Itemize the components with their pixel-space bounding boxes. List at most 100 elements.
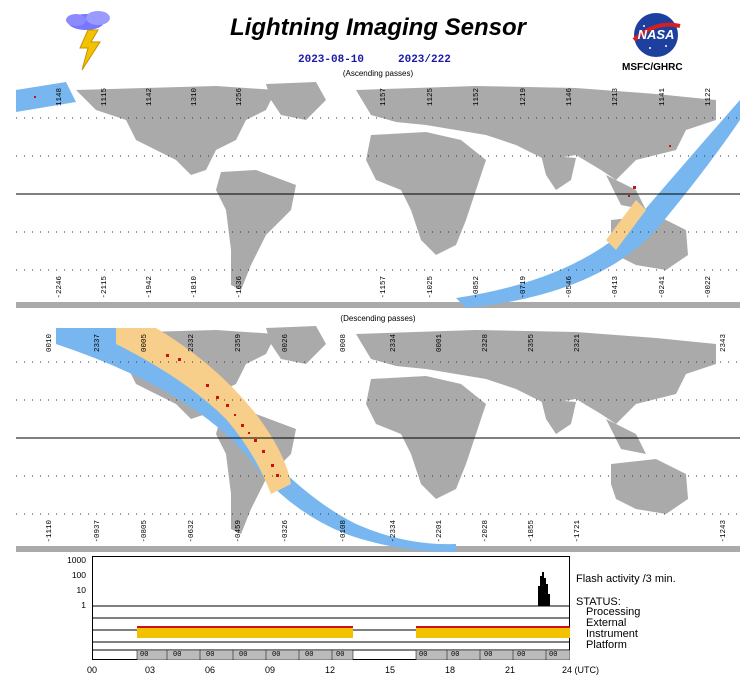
platform-mark: 00 <box>419 651 428 659</box>
platform-mark: 00 <box>305 651 314 659</box>
descending-bottom-times: -1110 -0937 -0805 -0632 -0459 -0326 -010… <box>40 520 740 550</box>
lightning-cloud-icon <box>60 8 120 78</box>
time-label: -1855 <box>528 520 536 543</box>
time-label: -2334 <box>390 520 398 543</box>
time-label: -0805 <box>141 520 149 543</box>
time-label: 2321 <box>574 334 582 353</box>
time-label: 1142 <box>146 88 154 107</box>
time-label: 1125 <box>427 88 435 107</box>
time-label: -2201 <box>436 520 444 543</box>
nasa-logo-icon: NASA <box>628 10 684 60</box>
ascending-top-times: 1148 1115 1142 1310 1256 1157 1125 1152 … <box>40 88 740 128</box>
platform-mark: 00 <box>173 651 182 659</box>
time-label: -1025 <box>427 276 435 299</box>
time-label: 0026 <box>282 334 290 353</box>
hour-label: 24 (UTC) <box>562 665 600 675</box>
y-tick: 1000 <box>67 555 86 565</box>
hour-label: 06 <box>204 665 215 675</box>
instrument-bar-2 <box>416 626 570 638</box>
hour-label: 09 <box>264 665 275 675</box>
ascending-bottom-times: -2246 -2115 -1942 -1810 -1636 -1157 -102… <box>40 276 740 306</box>
page-title: Lightning Imaging Sensor <box>230 14 526 41</box>
time-label: -1110 <box>46 520 54 543</box>
y-tick: 100 <box>71 570 86 580</box>
status-label: STATUS: <box>576 596 621 608</box>
platform-mark: 00 <box>484 651 493 659</box>
time-label: 1122 <box>705 88 713 107</box>
time-label: 2332 <box>188 334 196 353</box>
time-label: -2028 <box>482 520 490 543</box>
platform-mark: 00 <box>272 651 281 659</box>
status-panel <box>92 556 571 661</box>
time-label: 1115 <box>101 88 109 107</box>
org-label: MSFC/GHRC <box>622 62 683 73</box>
time-label: 0005 <box>141 334 149 353</box>
hour-label: 03 <box>144 665 155 675</box>
time-label: 2343 <box>720 334 728 353</box>
time-label: 2359 <box>235 334 243 353</box>
ascending-label: (Ascending passes) <box>342 69 414 78</box>
nasa-logo-text: NASA <box>637 27 675 42</box>
descending-map <box>16 324 740 552</box>
time-label: 0008 <box>340 334 348 353</box>
time-label: -0459 <box>235 520 243 543</box>
instrument-bar-1 <box>137 626 353 638</box>
descending-label: (Descending passes) <box>340 314 416 323</box>
descending-top-times: 0010 2337 0005 2332 2359 0026 0008 2334 … <box>40 334 740 374</box>
status-processing: Processing <box>586 606 641 618</box>
time-label: -2115 <box>101 276 109 299</box>
time-label: -0022 <box>705 276 713 299</box>
date-label: 2023-08-10 <box>298 54 365 66</box>
time-label: 1141 <box>659 88 667 107</box>
time-label: 1152 <box>473 88 481 107</box>
hour-label: 18 <box>444 665 455 675</box>
hour-label: 12 <box>324 665 335 675</box>
time-label: 1219 <box>520 88 528 107</box>
flash-activity-label: Flash activity /3 min. <box>576 573 676 585</box>
time-label: -0546 <box>566 276 574 299</box>
platform-mark: 00 <box>451 651 460 659</box>
hour-label: 00 <box>86 665 97 675</box>
platform-mark: 00 <box>517 651 526 659</box>
time-label: 0001 <box>436 334 444 353</box>
time-label: 1146 <box>566 88 574 107</box>
y-tick: 10 <box>76 585 86 595</box>
time-label: 1310 <box>191 88 199 107</box>
hour-label: 15 <box>384 665 395 675</box>
time-label: -0719 <box>520 276 528 299</box>
ascending-map <box>16 80 740 308</box>
time-label: 2355 <box>528 334 536 353</box>
platform-mark: 00 <box>336 651 345 659</box>
time-label: 2334 <box>390 334 398 353</box>
time-label: -0241 <box>659 276 667 299</box>
ascending-swath-wrap <box>16 82 76 112</box>
time-label: -0632 <box>188 520 196 543</box>
time-label: -1243 <box>720 520 728 543</box>
descending-swath-active <box>116 328 291 494</box>
platform-mark: 00 <box>549 651 558 659</box>
platform-mark: 00 <box>239 651 248 659</box>
time-label: 2337 <box>94 334 102 353</box>
time-label: -0326 <box>282 520 290 543</box>
hour-label: 21 <box>504 665 515 675</box>
time-label: -1942 <box>146 276 154 299</box>
ascending-swath <box>456 100 740 308</box>
time-label: 1256 <box>236 88 244 107</box>
time-label: -0852 <box>473 276 481 299</box>
status-external: External <box>586 617 627 629</box>
time-label: -1157 <box>380 276 388 299</box>
time-label: -2246 <box>56 276 64 299</box>
time-label: 0010 <box>46 334 54 353</box>
platform-mark: 00 <box>206 651 215 659</box>
time-label: -1636 <box>236 276 244 299</box>
time-label: -0108 <box>340 520 348 543</box>
time-label: 1213 <box>612 88 620 107</box>
time-label: 1157 <box>380 88 388 107</box>
status-platform: Platform <box>586 639 627 651</box>
time-label: -1810 <box>191 276 199 299</box>
time-label: -1721 <box>574 520 582 543</box>
day-of-year-label: 2023/222 <box>398 54 451 66</box>
platform-marks: 00 00 00 00 00 00 00 00 00 00 00 00 <box>92 651 570 661</box>
status-instrument: Instrument <box>586 628 638 640</box>
time-label: -0937 <box>94 520 102 543</box>
